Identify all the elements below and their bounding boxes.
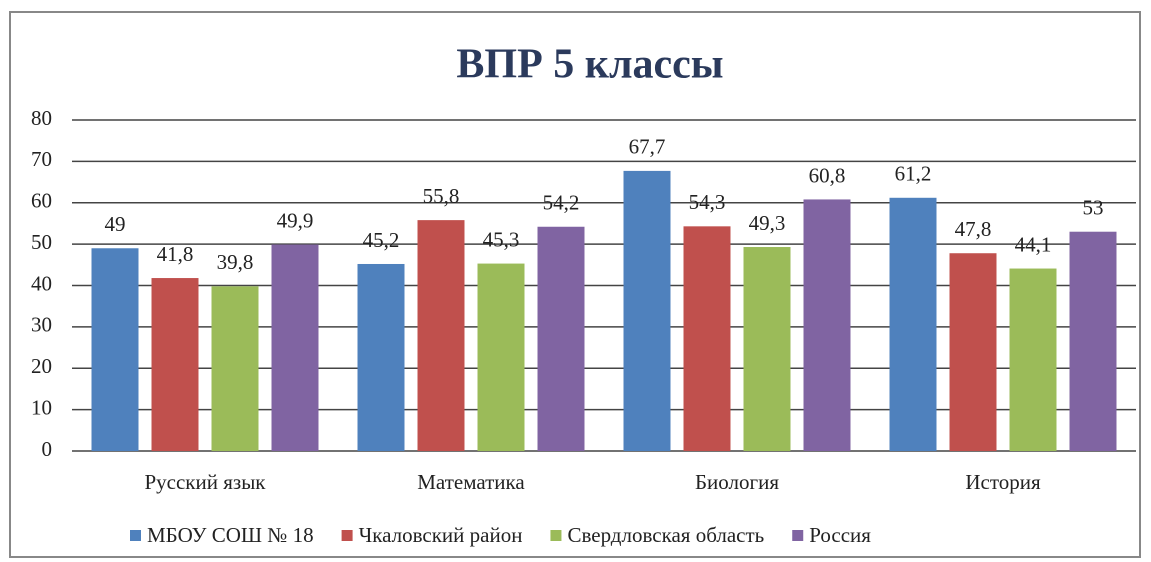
bar	[91, 248, 139, 451]
value-label: 44,1	[1015, 232, 1052, 256]
bar	[211, 286, 259, 451]
bar	[477, 263, 525, 451]
y-tick-label: 50	[31, 230, 52, 254]
value-label: 49	[105, 212, 126, 236]
legend-swatch	[792, 530, 804, 541]
value-label: 54,3	[689, 190, 726, 214]
value-label: 54,2	[543, 191, 580, 215]
y-tick-label: 80	[31, 106, 52, 130]
y-tick-label: 60	[31, 189, 52, 213]
chart-frame	[9, 11, 1141, 558]
chart-title: ВПР 5 классы	[456, 42, 723, 88]
value-label: 49,9	[277, 208, 314, 232]
y-tick-label: 10	[31, 395, 52, 419]
bar	[271, 244, 319, 451]
bar	[743, 247, 791, 451]
value-label: 45,3	[483, 227, 520, 251]
legend-swatch	[550, 530, 562, 541]
legend-label: Россия	[809, 523, 871, 547]
value-label: 47,8	[955, 217, 992, 241]
bar	[949, 253, 997, 451]
bar	[803, 199, 851, 451]
value-label: 55,8	[423, 184, 460, 208]
legend-label: Свердловская область	[567, 523, 764, 547]
y-tick-label: 70	[31, 147, 52, 171]
value-label: 61,2	[895, 162, 932, 186]
bar	[537, 226, 585, 451]
x-tick-label: История	[965, 470, 1041, 494]
bar	[1009, 268, 1057, 451]
bar	[889, 197, 937, 451]
x-tick-label: Биология	[695, 470, 779, 494]
y-tick-label: 40	[31, 271, 52, 295]
legend-label: Чкаловский район	[359, 523, 523, 547]
bar	[623, 170, 671, 452]
value-label: 60,8	[809, 163, 846, 187]
bar	[417, 220, 465, 451]
x-tick-label: Русский язык	[144, 470, 266, 494]
value-label: 39,8	[217, 250, 254, 274]
bar	[1069, 231, 1117, 451]
x-tick-label: Математика	[417, 470, 525, 494]
legend-swatch	[130, 530, 141, 541]
value-label: 45,2	[363, 228, 400, 252]
value-label: 53	[1083, 196, 1104, 220]
legend-swatch	[341, 530, 353, 541]
value-label: 41,8	[157, 242, 194, 266]
value-label: 67,7	[629, 135, 666, 159]
value-label: 49,3	[749, 211, 786, 235]
bar	[357, 263, 405, 451]
y-tick-label: 0	[42, 437, 53, 461]
y-tick-label: 30	[31, 313, 52, 337]
y-tick-label: 20	[31, 354, 52, 378]
bar	[151, 278, 199, 451]
legend-label: МБОУ СОШ № 18	[147, 523, 314, 547]
bar	[683, 226, 731, 451]
